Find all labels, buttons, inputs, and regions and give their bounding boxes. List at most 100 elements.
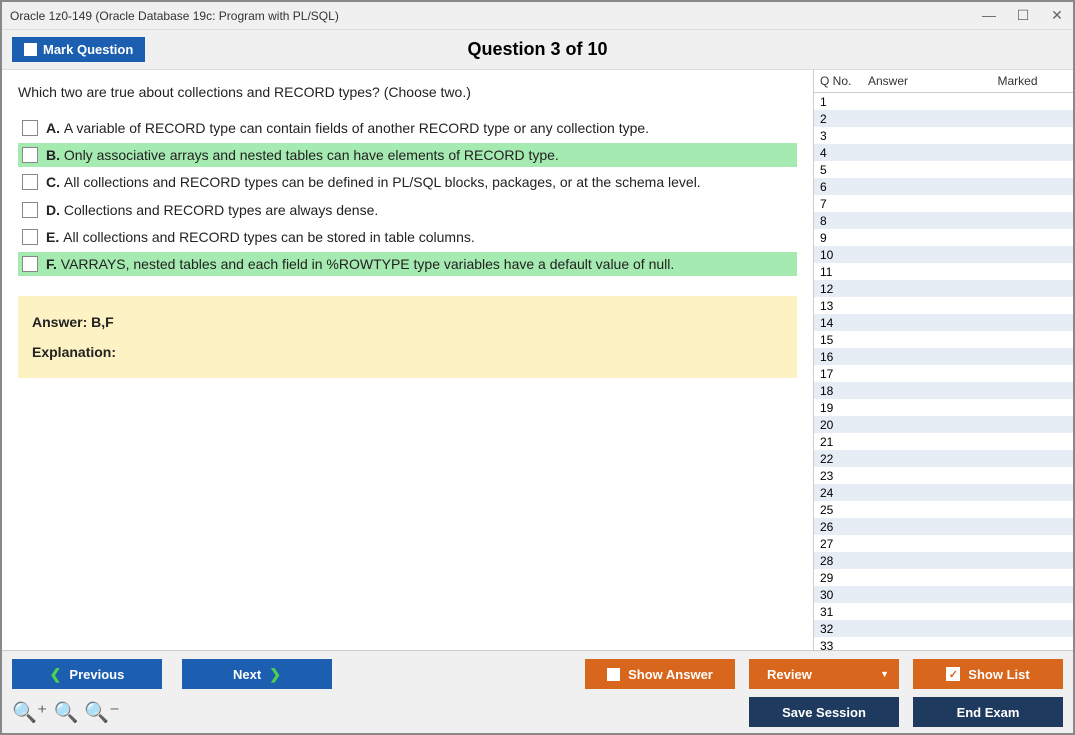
side-row[interactable]: 8 [814, 212, 1073, 229]
side-row[interactable]: 11 [814, 263, 1073, 280]
side-row-qno: 29 [820, 571, 868, 585]
side-row-qno: 19 [820, 401, 868, 415]
side-row-qno: 20 [820, 418, 868, 432]
col-answer: Answer [868, 74, 968, 88]
answer-line: Answer: B,F [32, 314, 783, 330]
option-checkbox[interactable] [22, 202, 38, 218]
option-text: E. All collections and RECORD types can … [46, 228, 475, 246]
side-row-qno: 17 [820, 367, 868, 381]
next-button[interactable]: Next ❯ [182, 659, 332, 689]
side-row[interactable]: 2 [814, 110, 1073, 127]
end-exam-label: End Exam [957, 705, 1020, 720]
side-row[interactable]: 16 [814, 348, 1073, 365]
footer-row-2: 🔍⁺ 🔍 🔍⁻ Save Session End Exam [12, 697, 1063, 727]
header-bar: Mark Question Question 3 of 10 [2, 30, 1073, 70]
side-row[interactable]: 3 [814, 127, 1073, 144]
option-row[interactable]: A. A variable of RECORD type can contain… [18, 116, 797, 140]
side-row[interactable]: 23 [814, 467, 1073, 484]
side-row-qno: 15 [820, 333, 868, 347]
side-row[interactable]: 29 [814, 569, 1073, 586]
checkbox-icon [24, 43, 37, 56]
footer-nav: ❮ Previous Next ❯ [12, 659, 332, 689]
option-row[interactable]: F. VARRAYS, nested tables and each field… [18, 252, 797, 276]
option-row[interactable]: C. All collections and RECORD types can … [18, 170, 797, 194]
side-row[interactable]: 7 [814, 195, 1073, 212]
side-row-qno: 8 [820, 214, 868, 228]
side-row[interactable]: 32 [814, 620, 1073, 637]
minimize-icon[interactable]: — [981, 7, 997, 24]
option-checkbox[interactable] [22, 174, 38, 190]
side-row[interactable]: 30 [814, 586, 1073, 603]
side-row[interactable]: 4 [814, 144, 1073, 161]
previous-label: Previous [69, 667, 124, 682]
side-row[interactable]: 13 [814, 297, 1073, 314]
side-row-qno: 27 [820, 537, 868, 551]
end-exam-button[interactable]: End Exam [913, 697, 1063, 727]
option-text: F. VARRAYS, nested tables and each field… [46, 255, 674, 273]
side-row-qno: 6 [820, 180, 868, 194]
window-title: Oracle 1z0-149 (Oracle Database 19c: Pro… [10, 9, 339, 23]
question-list-panel: Q No. Answer Marked 12345678910111213141… [813, 70, 1073, 650]
option-checkbox[interactable] [22, 229, 38, 245]
review-label: Review [767, 667, 812, 682]
side-row-qno: 13 [820, 299, 868, 313]
side-row[interactable]: 14 [814, 314, 1073, 331]
side-row[interactable]: 27 [814, 535, 1073, 552]
col-qno: Q No. [820, 74, 868, 88]
side-row[interactable]: 28 [814, 552, 1073, 569]
side-row-qno: 11 [820, 265, 868, 279]
maximize-icon[interactable]: ☐ [1015, 7, 1031, 24]
close-icon[interactable]: ✕ [1049, 7, 1065, 24]
side-row[interactable]: 18 [814, 382, 1073, 399]
show-list-button[interactable]: ✓ Show List [913, 659, 1063, 689]
side-row-qno: 7 [820, 197, 868, 211]
side-row[interactable]: 9 [814, 229, 1073, 246]
option-row[interactable]: D. Collections and RECORD types are alwa… [18, 198, 797, 222]
zoom-out-icon[interactable]: 🔍⁻ [84, 700, 119, 725]
side-row[interactable]: 20 [814, 416, 1073, 433]
side-list[interactable]: 1234567891011121314151617181920212223242… [814, 93, 1073, 650]
side-row[interactable]: 12 [814, 280, 1073, 297]
side-row[interactable]: 15 [814, 331, 1073, 348]
side-row[interactable]: 25 [814, 501, 1073, 518]
side-row-qno: 31 [820, 605, 868, 619]
show-answer-button[interactable]: Show Answer [585, 659, 735, 689]
side-row-qno: 23 [820, 469, 868, 483]
show-list-label: Show List [968, 667, 1029, 682]
zoom-icon[interactable]: 🔍 [53, 700, 78, 725]
side-row[interactable]: 33 [814, 637, 1073, 650]
review-button[interactable]: Review ▼ [749, 659, 899, 689]
option-row[interactable]: B. Only associative arrays and nested ta… [18, 143, 797, 167]
option-checkbox[interactable] [22, 120, 38, 136]
next-label: Next [233, 667, 261, 682]
side-row[interactable]: 17 [814, 365, 1073, 382]
footer: ❮ Previous Next ❯ Show Answer Review ▼ [2, 650, 1073, 733]
option-checkbox[interactable] [22, 256, 38, 272]
side-row[interactable]: 10 [814, 246, 1073, 263]
side-row-qno: 30 [820, 588, 868, 602]
side-row[interactable]: 26 [814, 518, 1073, 535]
option-checkbox[interactable] [22, 147, 38, 163]
side-row-qno: 26 [820, 520, 868, 534]
side-row[interactable]: 31 [814, 603, 1073, 620]
footer-actions-1: Show Answer Review ▼ ✓ Show List [585, 659, 1063, 689]
save-session-button[interactable]: Save Session [749, 697, 899, 727]
chevron-right-icon: ❯ [269, 666, 281, 683]
question-counter: Question 3 of 10 [467, 39, 607, 60]
side-header: Q No. Answer Marked [814, 70, 1073, 93]
side-row-qno: 33 [820, 639, 868, 651]
app-window: Oracle 1z0-149 (Oracle Database 19c: Pro… [0, 0, 1075, 735]
side-row[interactable]: 5 [814, 161, 1073, 178]
side-row[interactable]: 1 [814, 93, 1073, 110]
side-row[interactable]: 24 [814, 484, 1073, 501]
side-row[interactable]: 6 [814, 178, 1073, 195]
side-row[interactable]: 21 [814, 433, 1073, 450]
previous-button[interactable]: ❮ Previous [12, 659, 162, 689]
mark-question-button[interactable]: Mark Question [12, 37, 145, 62]
zoom-in-icon[interactable]: 🔍⁺ [12, 700, 47, 725]
side-row-qno: 9 [820, 231, 868, 245]
side-row[interactable]: 22 [814, 450, 1073, 467]
side-row[interactable]: 19 [814, 399, 1073, 416]
option-row[interactable]: E. All collections and RECORD types can … [18, 225, 797, 249]
chevron-left-icon: ❮ [50, 666, 62, 683]
